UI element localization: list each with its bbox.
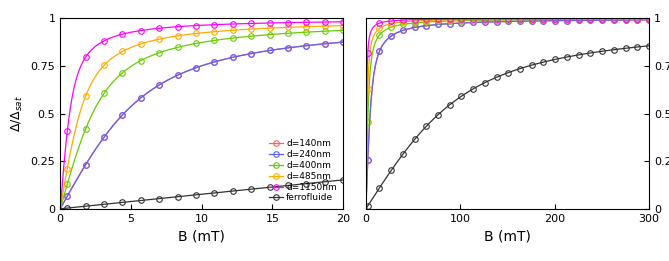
X-axis label: B (mT): B (mT): [484, 229, 531, 243]
X-axis label: B (mT): B (mT): [179, 229, 225, 243]
Legend: d=140nm, d=240nm, d=400nm, d=485nm, d=1150nm, ferrofluide: d=140nm, d=240nm, d=400nm, d=485nm, d=11…: [267, 138, 339, 204]
Y-axis label: $\Delta/\Delta_{sat}$: $\Delta/\Delta_{sat}$: [10, 95, 25, 132]
